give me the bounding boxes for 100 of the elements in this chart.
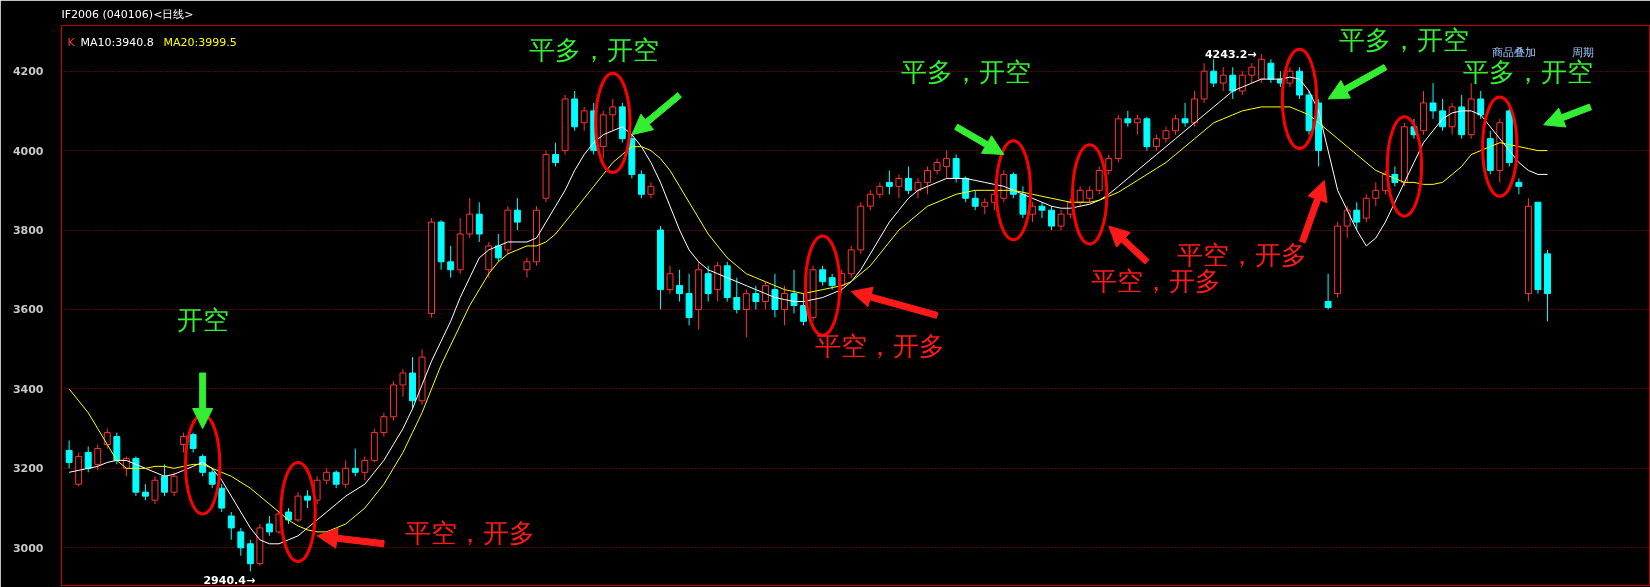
candlestick — [265, 515, 273, 537]
candlestick — [914, 177, 922, 199]
candlestick — [742, 289, 750, 338]
candlestick — [1267, 58, 1275, 84]
candlestick — [246, 539, 254, 572]
annotation: 4243.2→ — [1204, 47, 1257, 61]
y-tick-label: 3400 — [12, 382, 44, 396]
candlestick — [800, 293, 807, 326]
candlestick — [218, 483, 226, 513]
candlestick — [113, 432, 121, 465]
candlestick — [866, 189, 874, 211]
candlestick — [523, 257, 531, 279]
candlestick — [1477, 90, 1485, 120]
candlestick — [1429, 82, 1437, 120]
candlestick — [714, 261, 722, 303]
text: MA20:3999.5 — [163, 35, 237, 49]
candlestick — [399, 368, 407, 398]
candlestick — [494, 233, 502, 263]
candlestick — [666, 265, 674, 295]
candlestick — [733, 277, 741, 314]
y-tick-label: 3800 — [12, 224, 44, 238]
candlestick — [609, 98, 617, 132]
candlestick — [1095, 165, 1103, 195]
candlestick — [1000, 169, 1008, 203]
candlestick — [1448, 102, 1456, 136]
candlestick — [1343, 205, 1351, 239]
candlestick — [1248, 62, 1256, 84]
candlestick — [924, 165, 931, 195]
candlestick — [1210, 58, 1218, 88]
candlestick — [189, 432, 197, 453]
candlestick — [151, 475, 159, 505]
candlestick — [1296, 66, 1303, 100]
candlestick — [208, 467, 216, 489]
candlestick — [781, 285, 788, 326]
candlestick — [380, 412, 388, 438]
candlestick — [513, 197, 521, 231]
candlestick — [885, 169, 893, 195]
candlestick — [1372, 181, 1380, 207]
candlestick — [847, 245, 855, 279]
candlestick — [1009, 171, 1017, 199]
candlestick — [351, 447, 359, 477]
candlestick — [475, 201, 483, 243]
y-tick-label: 4200 — [12, 65, 44, 79]
candlestick — [676, 269, 684, 303]
candlestick — [704, 265, 712, 303]
candlestick — [1038, 201, 1046, 219]
candlestick — [466, 197, 474, 239]
candlestick — [94, 444, 102, 471]
candlestick — [485, 241, 493, 279]
candlestick — [65, 440, 73, 469]
candlestick — [1362, 193, 1370, 223]
candlestick — [1439, 98, 1447, 132]
candlestick — [952, 154, 960, 183]
candlestick — [771, 273, 779, 318]
candlestick — [447, 245, 455, 279]
candlestick — [1353, 201, 1361, 231]
annotation: 平多，开空 — [900, 57, 1031, 88]
annotation: 平空，开多 — [1177, 239, 1308, 270]
candlestick — [819, 265, 827, 287]
candlestick — [637, 169, 645, 199]
candlestick — [1076, 185, 1084, 207]
candlestick — [1133, 114, 1141, 136]
candlestick — [84, 445, 92, 473]
candlestick — [895, 173, 903, 199]
annotation: 平空，开多 — [404, 517, 535, 548]
annotation: 平多，开空 — [1463, 57, 1594, 88]
candlestick — [761, 281, 769, 310]
candlestick — [971, 189, 979, 211]
candlestick — [1257, 53, 1265, 84]
candlestick — [1515, 177, 1523, 195]
annotation: 2940.4→ — [203, 574, 256, 587]
text: MA10:3940.8 — [80, 35, 154, 49]
candlestick — [1181, 102, 1189, 128]
candlestick — [1048, 205, 1055, 231]
candlestick — [943, 150, 951, 179]
chart-title: IF2006 (040106)<日线> — [61, 7, 194, 21]
candlestick — [752, 285, 760, 310]
candlestick — [790, 269, 798, 314]
text: 周期 — [1571, 45, 1594, 59]
annotation: 开空 — [176, 305, 229, 336]
candlestick — [342, 459, 350, 489]
candlestick — [1229, 66, 1237, 100]
candlestick — [1219, 66, 1227, 92]
candlestick — [227, 511, 235, 541]
candlestick — [1324, 273, 1332, 310]
y-tick-label: 3600 — [12, 303, 44, 317]
candlestick — [294, 491, 302, 523]
candlestick — [905, 165, 912, 195]
y-tick-label: 3000 — [12, 541, 44, 555]
candlestick — [1057, 209, 1065, 231]
annotation: 商品叠加 — [1491, 45, 1536, 59]
candlestick — [1172, 114, 1179, 136]
candlestick — [552, 142, 560, 167]
candlestick — [685, 273, 693, 326]
candlestick — [1105, 154, 1113, 175]
candlestick — [1191, 90, 1199, 128]
candlestick — [170, 471, 178, 497]
annotation: 平多，开空 — [1339, 25, 1470, 56]
y-tick-label: 3200 — [12, 462, 44, 476]
y-tick-label: 4000 — [12, 144, 44, 158]
